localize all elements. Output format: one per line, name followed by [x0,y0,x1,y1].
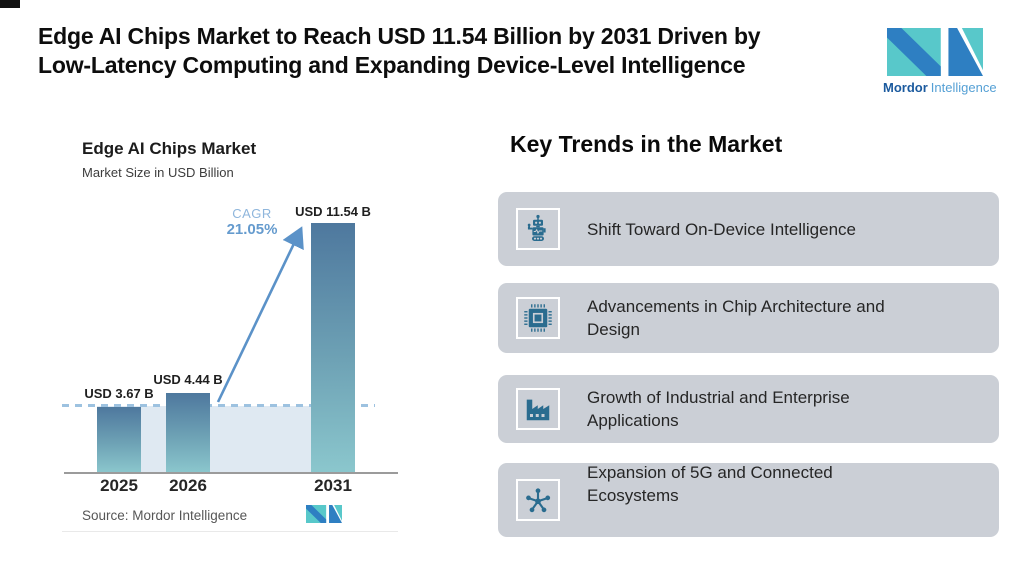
trend-label: Growth of Industrial and Enterprise Appli… [587,388,850,430]
crop-artifact [0,0,20,8]
trend-card-industrial-applications: Growth of Industrial and Enterprise Appli… [498,375,999,443]
chart-dashed-reference-line [62,404,375,407]
x-axis-line [64,472,398,474]
growth-arrow-icon [216,226,304,403]
trend-icon-box [516,208,560,250]
bar-2025 [97,407,141,473]
bar-value-2031: USD 11.54 B [295,204,371,219]
bar-2026 [166,393,210,473]
brand-name-bold: Mordor [883,80,928,95]
bar-2031 [311,223,355,473]
bar-value-2025: USD 3.67 B [84,386,154,401]
network-icon [526,488,551,513]
mordor-intelligence-logo-icon [887,28,983,76]
chart-title: Edge AI Chips Market [82,139,257,158]
chart-bottom-divider [62,531,398,532]
cagr-label: CAGR [232,206,272,221]
trend-card-5g-ecosystems: Expansion of 5G and Connected Ecosystems [498,463,999,537]
page-title: Edge AI Chips Market to Reach USD 11.54 … [38,23,761,78]
cagr-annotation: CAGR 21.05% [217,206,287,238]
brand-name-light: Intelligence [930,80,997,95]
trend-label: Advancements in Chip Architecture and Des… [587,297,885,339]
trend-icon-box [516,479,560,521]
x-tick-2025: 2025 [100,476,138,495]
trend-card-chip-architecture: Advancements in Chip Architecture and Des… [498,283,999,353]
bar-chart: USD 3.67 B USD 4.44 B USD 11.54 B CAGR 2… [62,200,402,500]
bar-value-2026: USD 4.44 B [153,372,223,387]
cagr-value: 21.05% [226,221,278,238]
chart-source: Source: Mordor Intelligence [82,508,248,523]
x-tick-2026: 2026 [169,476,207,495]
trend-card-on-device-intelligence: Shift Toward On-Device Intelligence [498,192,999,266]
brand-wordmark: Mordor Intelligence [883,80,997,95]
chip-icon [524,304,552,332]
robot-icon [527,214,546,241]
brand-logo: Mordor Intelligence [883,27,997,95]
trend-icon-box [516,388,560,430]
trend-label: Shift Toward On-Device Intelligence [587,219,856,239]
factory-icon [526,399,550,421]
x-tick-2031: 2031 [314,476,352,495]
source-logo-icon [306,505,342,523]
trend-label: Expansion of 5G and Connected Ecosystems [587,463,833,505]
chart-subtitle: Market Size in USD Billion [82,165,234,180]
trends-heading: Key Trends in the Market [510,131,783,157]
trend-icon-box [516,297,560,339]
